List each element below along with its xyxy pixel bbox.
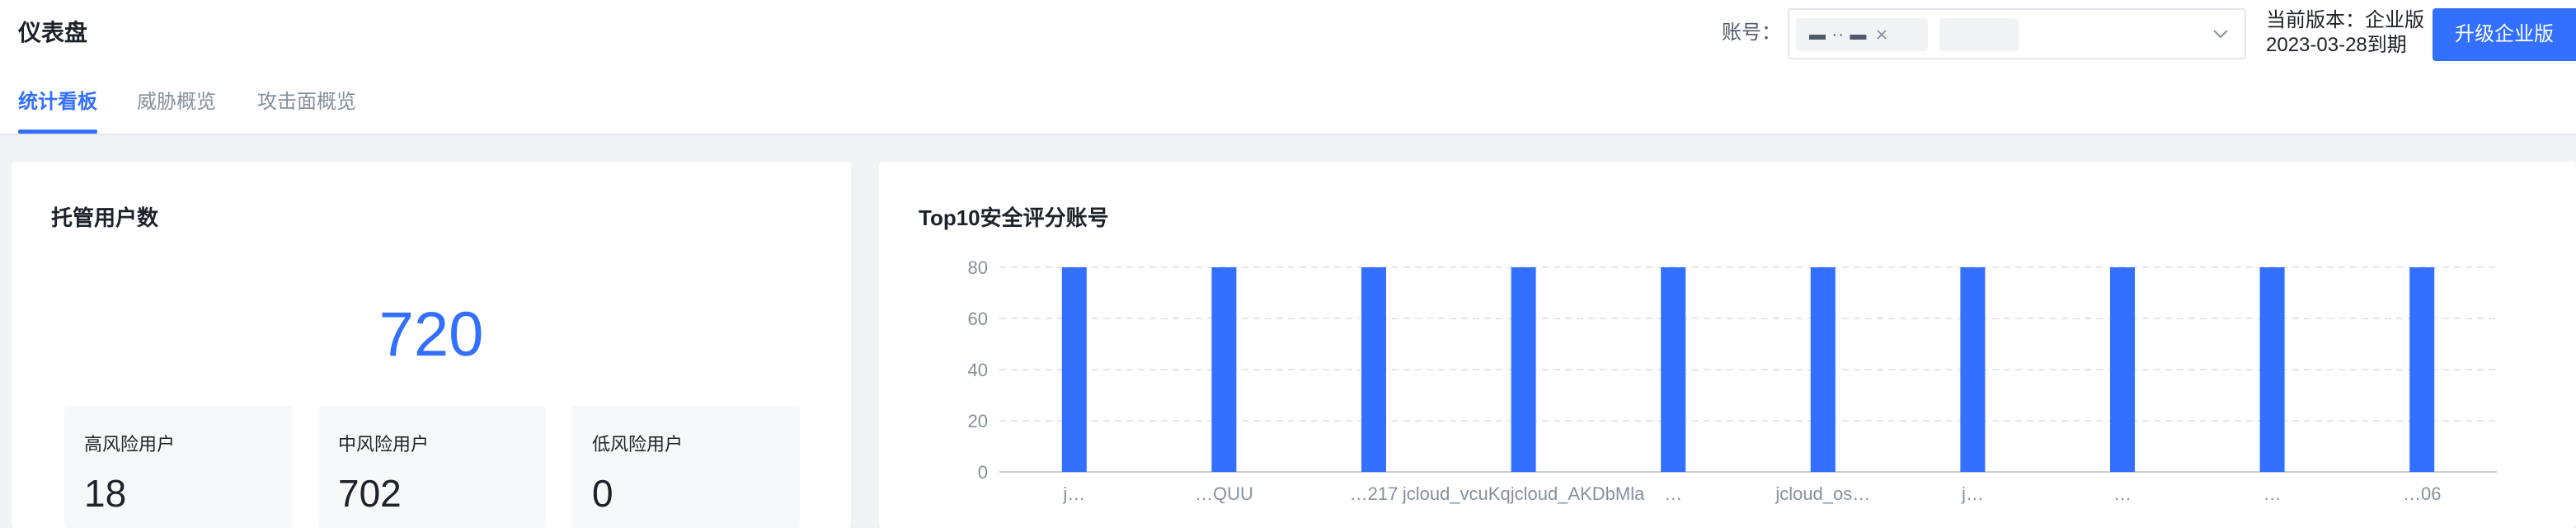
chart-bar[interactable] bbox=[1211, 267, 1237, 472]
upgrade-button[interactable]: 升级企业版 bbox=[2433, 8, 2576, 61]
stat-label: 高风险用户 bbox=[84, 434, 176, 455]
chart-bar[interactable] bbox=[1810, 267, 1836, 472]
y-tick-label: 20 bbox=[968, 411, 988, 431]
tab-statistics-board[interactable]: 统计看板 bbox=[18, 86, 97, 134]
header-bar: 仪表盘 统计看板 威胁概览 攻击面概览 账号： ▬ ·· ▬ bbox=[0, 0, 2576, 135]
card-title: 托管用户数 bbox=[51, 205, 159, 230]
chart-bar[interactable] bbox=[1511, 267, 1536, 472]
account-label: 账号： bbox=[1722, 21, 1781, 44]
y-tick-label: 80 bbox=[968, 257, 988, 278]
x-tick-label: …QUU bbox=[1195, 483, 1253, 504]
tab-threat-overview[interactable]: 威胁概览 bbox=[137, 86, 216, 119]
page-title: 仪表盘 bbox=[18, 20, 88, 45]
stat-label: 低风险用户 bbox=[592, 434, 684, 455]
x-tick-label: … bbox=[1664, 483, 1682, 504]
low-risk-users-stat: 低风险用户 0 bbox=[572, 406, 800, 528]
tab-label: 统计看板 bbox=[18, 91, 97, 113]
y-tick-label: 40 bbox=[968, 360, 988, 380]
medium-risk-users-stat: 中风险用户 702 bbox=[318, 406, 546, 528]
chart-bar[interactable] bbox=[2110, 267, 2135, 472]
chart-bar[interactable] bbox=[1061, 267, 1087, 472]
chart-bar[interactable] bbox=[1361, 267, 1386, 472]
tab-label: 攻击面概览 bbox=[257, 91, 356, 113]
x-tick-label: …06 bbox=[2403, 483, 2441, 504]
y-tick-label: 60 bbox=[968, 309, 988, 329]
version-info: 当前版本：企业版 2023-03-28到期 bbox=[2266, 8, 2424, 58]
tab-attack-surface-overview[interactable]: 攻击面概览 bbox=[257, 86, 356, 119]
top10-security-score-card: Top10安全评分账号 0 20 40 60 80 j… …QUU …217 jcloud_vc… bbox=[879, 162, 2576, 528]
x-tick-label: jcloud_os… bbox=[1775, 483, 1870, 504]
tab-label: 威胁概览 bbox=[137, 91, 216, 113]
managed-users-total: 720 bbox=[378, 299, 484, 370]
chart-bar[interactable] bbox=[1661, 267, 1686, 472]
stat-value: 702 bbox=[338, 472, 402, 515]
x-tick-label: … bbox=[2113, 483, 2132, 504]
stat-value: 0 bbox=[592, 472, 613, 515]
x-tick-label: j… bbox=[1062, 483, 1085, 504]
version-edition: 当前版本：企业版 bbox=[2266, 9, 2424, 31]
x-tick-label: jcloud_vcuKqjcloud_AKDbMla bbox=[1402, 483, 1645, 504]
x-tick-label: j… bbox=[1961, 483, 1984, 504]
stat-label: 中风险用户 bbox=[338, 434, 430, 455]
chart-bar[interactable] bbox=[2259, 267, 2285, 472]
y-tick-label: 0 bbox=[978, 462, 988, 483]
stat-value: 18 bbox=[84, 472, 127, 515]
account-select[interactable]: ▬ ·· ▬ bbox=[1788, 8, 2246, 59]
chart-bar[interactable] bbox=[2409, 267, 2435, 472]
x-tick-label: …217 bbox=[1350, 483, 1398, 504]
account-tag: ▬ ·· ▬ bbox=[1796, 18, 1928, 51]
account-tag-text: ▬ ·· ▬ bbox=[1809, 25, 1868, 44]
card-title: Top10安全评分账号 bbox=[919, 205, 1109, 230]
managed-users-card: 托管用户数 720 高风险用户 18 中风险用户 702 低风险用户 0 bbox=[12, 162, 851, 528]
x-tick-label: … bbox=[2263, 483, 2282, 504]
chevron-down-icon[interactable] bbox=[2212, 25, 2230, 43]
account-tag bbox=[1939, 18, 2019, 51]
top10-bar-chart: 0 20 40 60 80 j… …QUU …217 jcloud_vcuKqjcloud_AK… bbox=[968, 257, 2497, 504]
active-tab-indicator bbox=[18, 130, 97, 134]
high-risk-users-stat: 高风险用户 18 bbox=[64, 406, 292, 528]
version-expiry: 2023-03-28到期 bbox=[2266, 34, 2407, 56]
chart-bar[interactable] bbox=[1960, 267, 1986, 472]
close-icon[interactable] bbox=[1875, 28, 1888, 41]
